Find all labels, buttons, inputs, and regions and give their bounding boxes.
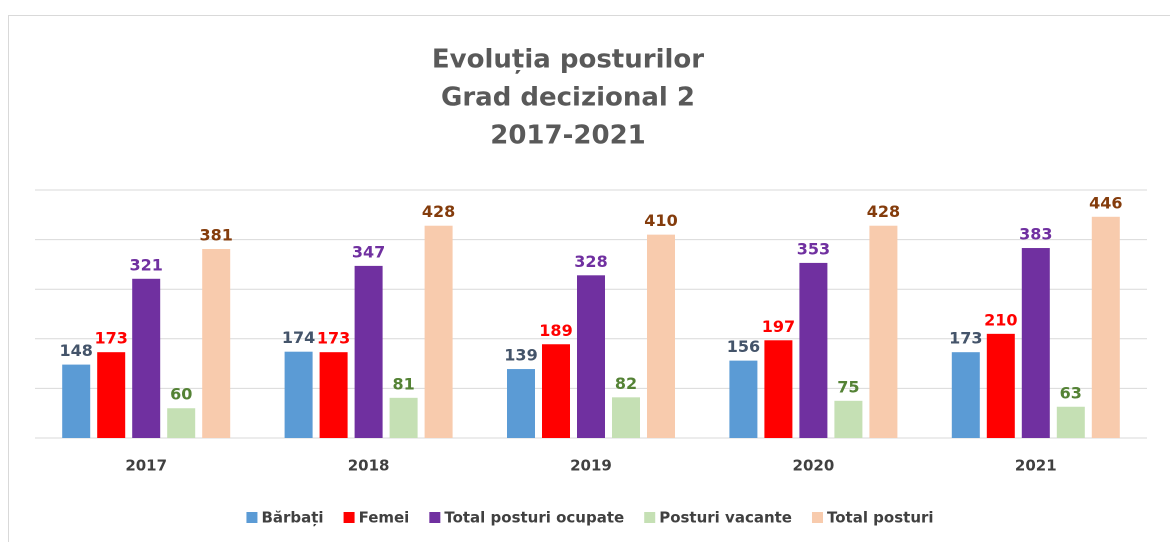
bar <box>951 352 980 438</box>
bar <box>542 344 570 438</box>
bar <box>729 360 758 438</box>
data-label: 81 <box>392 374 414 393</box>
data-label: 328 <box>574 252 607 271</box>
bar <box>132 278 161 438</box>
legend-swatch <box>644 512 656 523</box>
data-label: 82 <box>615 374 637 393</box>
data-label: 321 <box>129 255 162 274</box>
bar <box>284 351 313 438</box>
bar <box>97 352 126 438</box>
bar <box>167 408 196 438</box>
data-label: 148 <box>59 341 92 360</box>
bar <box>1021 248 1050 438</box>
x-tick-label: 2019 <box>570 457 612 475</box>
bar <box>764 340 793 438</box>
data-label: 410 <box>644 211 677 230</box>
bar <box>1091 216 1120 438</box>
x-tick-label: 2020 <box>793 457 835 475</box>
data-label: 189 <box>539 321 572 340</box>
bar <box>1056 406 1085 438</box>
x-tick-label: 2021 <box>1015 457 1057 475</box>
bar <box>354 265 383 438</box>
bar <box>834 400 863 438</box>
legend-swatch <box>811 512 823 523</box>
bar <box>612 397 640 438</box>
x-tick-label: 2018 <box>348 457 390 475</box>
chart-title: 2017-2021 <box>490 121 646 151</box>
data-label: 428 <box>422 202 455 221</box>
bar <box>62 364 91 438</box>
data-label: 446 <box>1089 193 1122 212</box>
bar <box>202 249 231 438</box>
chart-title: Grad decizional 2 <box>441 83 695 113</box>
data-label: 381 <box>199 226 232 245</box>
legend-swatch <box>429 512 441 523</box>
bar <box>389 397 418 438</box>
data-label: 174 <box>282 328 315 347</box>
data-label: 75 <box>837 377 859 396</box>
bar <box>577 275 605 438</box>
bar <box>507 369 535 438</box>
data-label: 173 <box>94 329 127 348</box>
legend-swatch <box>343 512 355 523</box>
data-label: 428 <box>867 202 900 221</box>
data-label: 173 <box>317 329 350 348</box>
data-label: 139 <box>504 346 537 365</box>
legend-label: Bărbați <box>261 509 323 527</box>
data-label: 347 <box>352 242 385 261</box>
legend-label: Total posturi ocupate <box>444 509 624 527</box>
data-label: 197 <box>762 317 795 336</box>
bar <box>799 262 828 438</box>
data-label: 63 <box>1060 383 1082 402</box>
legend-label: Femei <box>359 509 410 527</box>
data-label: 173 <box>949 329 982 348</box>
bar <box>647 234 675 438</box>
chart-title: Evoluția posturilor <box>432 45 704 75</box>
legend-label: Posturi vacante <box>659 509 792 527</box>
x-tick-label: 2017 <box>125 457 167 475</box>
legend-swatch <box>246 512 258 523</box>
bar <box>986 333 1015 438</box>
data-label: 60 <box>170 385 192 404</box>
bar <box>424 225 453 438</box>
data-label: 383 <box>1019 225 1052 244</box>
data-label: 210 <box>984 310 1017 329</box>
data-label: 353 <box>797 239 830 258</box>
legend-label: Total posturi <box>827 509 934 527</box>
bar <box>869 225 898 438</box>
data-label: 156 <box>727 337 760 356</box>
bar <box>319 352 348 438</box>
